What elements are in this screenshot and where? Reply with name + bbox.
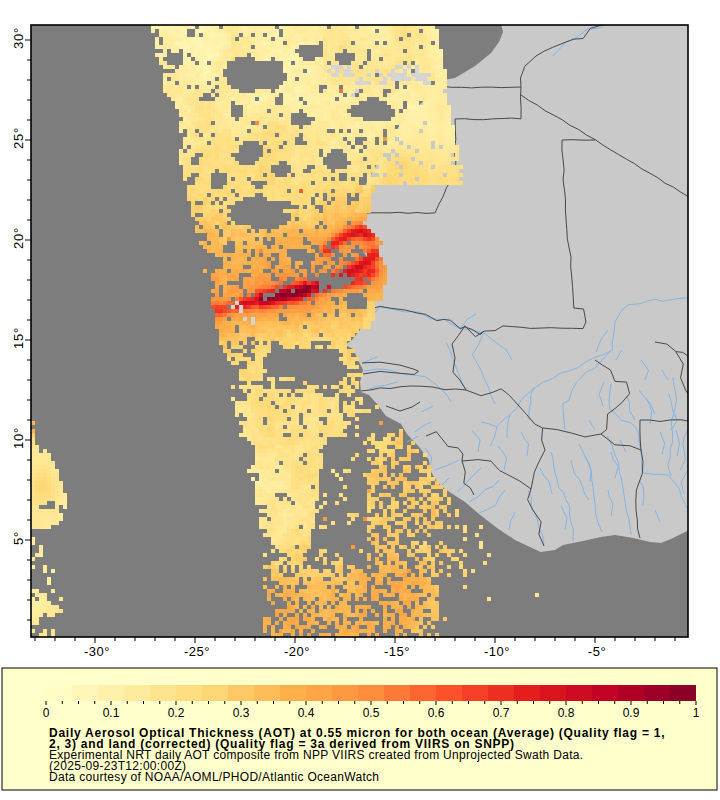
svg-text:0.6: 0.6 xyxy=(428,706,445,720)
svg-text:0.8: 0.8 xyxy=(558,706,575,720)
svg-text:-30°: -30° xyxy=(84,644,110,659)
svg-text:-15°: -15° xyxy=(384,644,410,659)
svg-text:0.1: 0.1 xyxy=(103,706,120,720)
svg-text:30°: 30° xyxy=(11,27,26,49)
svg-text:0.3: 0.3 xyxy=(233,706,250,720)
svg-text:0.4: 0.4 xyxy=(298,706,315,720)
svg-text:25°: 25° xyxy=(11,127,26,149)
svg-text:10°: 10° xyxy=(11,427,26,449)
svg-text:-25°: -25° xyxy=(184,644,210,659)
svg-text:0.5: 0.5 xyxy=(363,706,380,720)
svg-text:15°: 15° xyxy=(11,327,26,349)
svg-text:0.9: 0.9 xyxy=(623,706,640,720)
svg-text:0: 0 xyxy=(43,706,50,720)
svg-text:-5°: -5° xyxy=(588,644,606,659)
svg-text:-10°: -10° xyxy=(484,644,510,659)
svg-text:1: 1 xyxy=(693,706,700,720)
svg-text:Data courtesy of NOAA/AOML/PHO: Data courtesy of NOAA/AOML/PHOD/Atlantic… xyxy=(49,770,379,784)
svg-text:0.7: 0.7 xyxy=(493,706,510,720)
svg-text:5°: 5° xyxy=(11,531,26,545)
svg-text:20°: 20° xyxy=(11,227,26,249)
svg-text:-20°: -20° xyxy=(284,644,310,659)
svg-text:0.2: 0.2 xyxy=(168,706,185,720)
